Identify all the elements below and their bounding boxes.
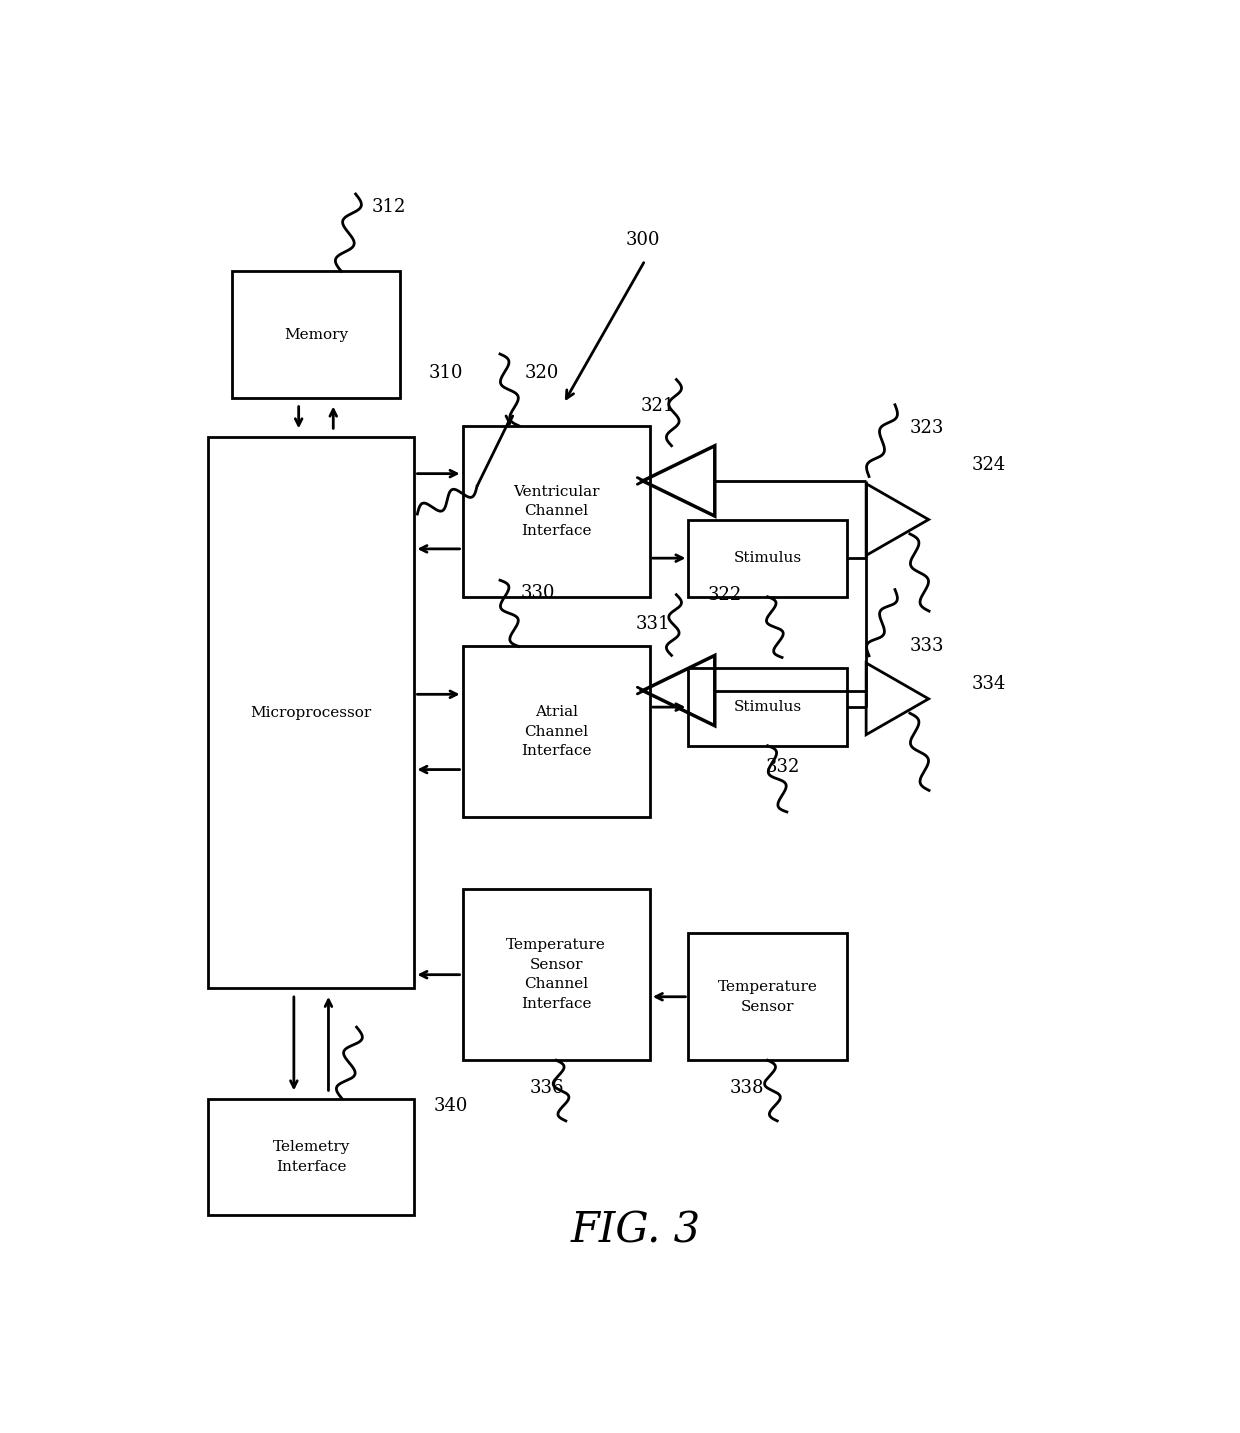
Text: Ventricular
Channel
Interface: Ventricular Channel Interface bbox=[513, 484, 599, 537]
FancyBboxPatch shape bbox=[463, 646, 650, 817]
Text: 331: 331 bbox=[635, 615, 670, 633]
Text: 336: 336 bbox=[529, 1079, 564, 1096]
Text: Telemetry
Interface: Telemetry Interface bbox=[273, 1141, 350, 1174]
Text: Stimulus: Stimulus bbox=[734, 552, 802, 565]
FancyBboxPatch shape bbox=[463, 426, 650, 596]
FancyBboxPatch shape bbox=[688, 520, 847, 596]
Text: Microprocessor: Microprocessor bbox=[250, 705, 372, 719]
Text: 312: 312 bbox=[371, 198, 405, 216]
FancyBboxPatch shape bbox=[463, 888, 650, 1060]
FancyBboxPatch shape bbox=[208, 437, 414, 989]
Text: 320: 320 bbox=[525, 364, 559, 381]
Text: 300: 300 bbox=[626, 231, 661, 249]
Text: Temperature
Sensor
Channel
Interface: Temperature Sensor Channel Interface bbox=[506, 939, 606, 1010]
Text: FIG. 3: FIG. 3 bbox=[570, 1209, 701, 1251]
Text: 321: 321 bbox=[640, 397, 675, 414]
Text: 333: 333 bbox=[909, 638, 944, 655]
Text: 334: 334 bbox=[972, 675, 1006, 692]
FancyBboxPatch shape bbox=[232, 271, 401, 398]
Text: 332: 332 bbox=[765, 758, 800, 775]
FancyBboxPatch shape bbox=[208, 1099, 414, 1215]
Text: 340: 340 bbox=[434, 1098, 467, 1115]
Text: 322: 322 bbox=[708, 586, 742, 605]
Text: 324: 324 bbox=[972, 456, 1006, 474]
Text: Stimulus: Stimulus bbox=[734, 701, 802, 714]
FancyBboxPatch shape bbox=[688, 933, 847, 1060]
Text: Memory: Memory bbox=[284, 328, 348, 341]
Text: 323: 323 bbox=[909, 418, 944, 437]
Text: 310: 310 bbox=[429, 364, 464, 381]
Text: Atrial
Channel
Interface: Atrial Channel Interface bbox=[521, 705, 591, 758]
Text: Temperature
Sensor: Temperature Sensor bbox=[718, 980, 817, 1013]
Text: 330: 330 bbox=[521, 585, 554, 602]
FancyBboxPatch shape bbox=[688, 668, 847, 745]
Text: 338: 338 bbox=[729, 1079, 764, 1096]
